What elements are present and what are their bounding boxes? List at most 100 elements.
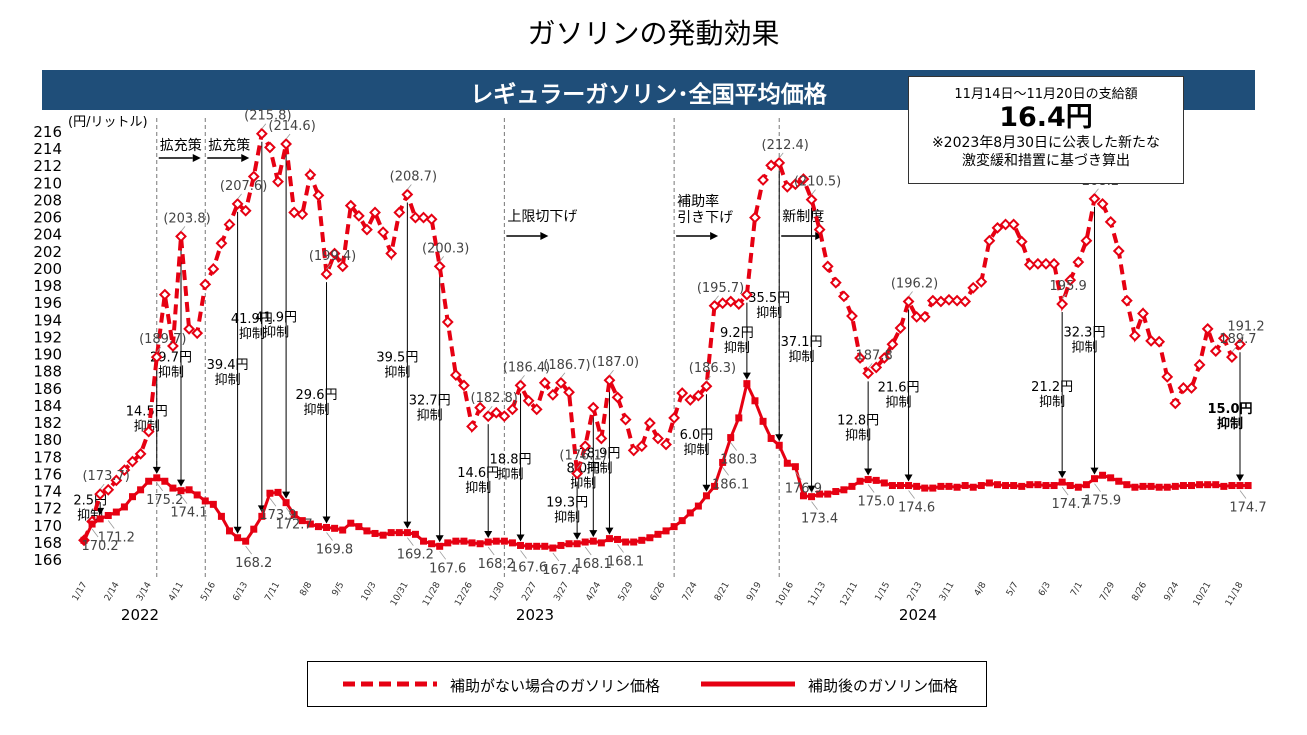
with-subsidy-point [525,542,533,550]
no-subsidy-point [1137,307,1149,320]
with-subsidy-point [80,536,88,544]
subsidy-arrow-head [589,530,598,538]
no-subsidy-point [215,237,228,250]
subsidy-label: 12.8円抑制 [837,413,879,443]
with-subsidy-point [1244,482,1252,490]
with-subsidy-point [1179,482,1187,490]
value-leader-line [180,495,188,504]
subsidy-label: 21.2円抑制 [1031,380,1073,410]
y-tick-label: 184 [33,397,62,415]
with-subsidy-value-label: 173.4 [801,512,838,527]
with-subsidy-point [743,380,751,388]
no-subsidy-point [417,211,430,224]
value-leader-line [1061,486,1069,496]
phase-arrow-head [241,154,250,162]
x-tick-label: 3/11 [938,581,957,604]
legend-label-no-subsidy: 補助がない場合のガソリン価格 [450,677,661,695]
value-leader-line [269,497,277,507]
no-subsidy-point [1031,257,1044,270]
with-subsidy-value-label: 168.2 [478,557,515,572]
no-subsidy-point [1015,235,1028,248]
with-subsidy-point [670,523,678,531]
with-subsidy-point [1236,482,1244,490]
no-subsidy-value-label: 191.2 [1227,319,1264,334]
y-tick-label: 212 [33,157,62,175]
subsidy-arrow-head [233,526,242,534]
x-tick-label: 11/18 [1224,580,1246,608]
with-subsidy-point [1139,482,1147,490]
no-subsidy-point [167,340,179,352]
no-subsidy-point [1056,298,1069,310]
info-period: 11月14日～11月20日の支給額 [954,87,1138,102]
with-subsidy-point [1050,482,1058,490]
no-subsidy-point [660,438,672,451]
value-leader-line [1094,188,1099,195]
no-subsidy-point [474,401,487,414]
no-subsidy-value-label: (200.3) [422,241,469,256]
subsidy-label: 29.7円抑制 [150,351,192,381]
subsidy-arrow-head [484,531,493,539]
with-subsidy-value-label: 175.0 [858,495,895,510]
x-tick-label: 6/3 [1037,581,1053,599]
with-subsidy-value-label: 168.2 [235,556,272,571]
with-subsidy-point [137,486,145,494]
with-subsidy-point [129,493,137,501]
no-subsidy-point [272,175,284,188]
no-subsidy-point [110,474,123,487]
with-subsidy-point [880,479,888,487]
with-subsidy-point [791,463,799,471]
no-subsidy-point [603,374,616,387]
with-subsidy-point [985,479,993,487]
no-subsidy-point [1226,351,1238,364]
no-subsidy-point [401,188,414,201]
value-leader-line [91,528,99,538]
with-subsidy-value-label: 172.7 [275,518,312,533]
legend-dashed-swatch [343,681,437,687]
year-label: 2023 [516,606,554,624]
x-tick-label: 12/11 [839,581,861,608]
no-subsidy-point [142,425,155,438]
no-subsidy-point [393,206,406,219]
with-subsidy-point [565,540,573,548]
with-subsidy-value-label: 186.1 [712,477,749,492]
value-leader-line [908,490,915,499]
with-subsidy-point [864,476,872,484]
with-subsidy-point [112,508,120,516]
with-subsidy-point [161,477,169,485]
value-leader-line [552,552,560,562]
no-subsidy-point [231,197,244,210]
with-subsidy-point [1026,481,1034,489]
with-subsidy-point [735,414,743,422]
no-subsidy-point [239,204,252,217]
no-subsidy-point [514,379,527,392]
with-subsidy-point [808,493,816,501]
no-subsidy-point [563,386,575,399]
info-note-line1: ※2023年8月30日に公表した新たな [931,135,1161,151]
value-leader-line [156,482,164,492]
no-subsidy-point [1088,192,1101,205]
value-leader-line [795,471,802,480]
value-leader-line [107,520,115,529]
with-subsidy-point [614,535,622,543]
x-tick-label: 7/29 [1098,580,1117,603]
with-subsidy-point [185,486,193,494]
with-subsidy-point [177,487,185,495]
y-tick-label: 178 [33,448,62,466]
no-subsidy-point [773,156,786,169]
phase-label: 上限切下げ [507,209,577,225]
subsidy-label: 18.9円抑制 [578,446,620,476]
with-subsidy-point [832,488,840,496]
x-tick-label: 10/31 [389,581,411,608]
phase-label: 拡充策 [160,137,202,154]
no-subsidy-value-label: (189.7) [139,332,186,347]
with-subsidy-point [816,490,824,498]
no-subsidy-point [862,367,875,380]
subsidy-arrow-head [807,485,816,493]
with-subsidy-point [969,483,977,491]
with-subsidy-point [678,517,686,525]
no-subsidy-point [191,327,204,340]
no-subsidy-point [878,352,891,364]
with-subsidy-point [209,500,217,508]
no-subsidy-point [757,174,769,186]
with-subsidy-point [282,499,290,507]
